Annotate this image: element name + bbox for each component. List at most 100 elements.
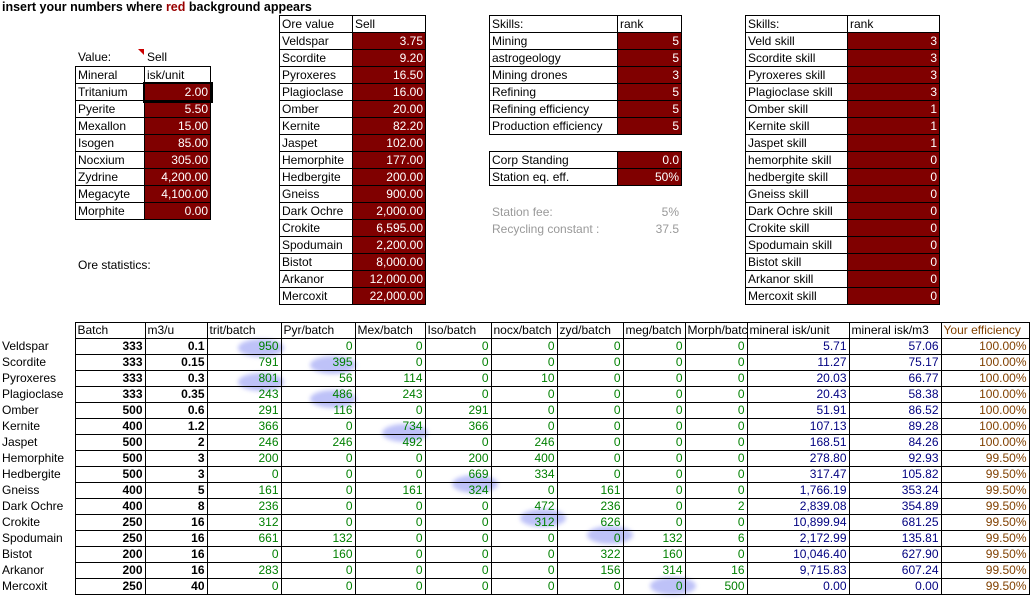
megacyte-per-batch: 0 bbox=[622, 450, 686, 467]
ore-name: Scordite bbox=[2, 355, 47, 369]
mineral-name: Zydrine bbox=[75, 168, 145, 186]
ore-skill-rank-input[interactable]: 1 bbox=[847, 117, 940, 135]
table-row: Nocxium 305.00 bbox=[75, 151, 211, 169]
mineral-isk-per-m3: 627.90 bbox=[848, 546, 942, 563]
batch-size: 333 bbox=[74, 386, 146, 403]
skill-rank-input[interactable]: 5 bbox=[617, 83, 682, 101]
ore-skill-name: Veld skill bbox=[745, 32, 848, 50]
ore-skill-name: Arkanor skill bbox=[745, 270, 848, 288]
ore-price-input[interactable]: 6,595.00 bbox=[352, 219, 426, 237]
ore-skill-rank-input[interactable]: 3 bbox=[847, 83, 940, 101]
mineral-price-input[interactable]: 4,100.00 bbox=[144, 185, 211, 203]
ore-name: Pyroxeres bbox=[2, 371, 57, 385]
isogen-per-batch: 0 bbox=[424, 354, 492, 371]
table-row: Hedbergite 500 3 0 0 0 669 334 0 0 0 317.47 105.82 99… bbox=[0, 466, 1030, 483]
ore-price-input[interactable]: 8,000.00 bbox=[352, 253, 426, 271]
ore-price-input[interactable]: 200.00 bbox=[352, 168, 426, 186]
efficiency: 99.50% bbox=[940, 466, 1030, 483]
ore-skill-rank-input[interactable]: 0 bbox=[847, 219, 940, 237]
standing-value-input[interactable]: 50% bbox=[617, 168, 682, 186]
standing-value-input[interactable]: 0.0 bbox=[617, 151, 682, 169]
ore-skill-rank-input[interactable]: 0 bbox=[847, 236, 940, 254]
skill-rank-input[interactable]: 5 bbox=[617, 32, 682, 50]
ore-skill-rank-input[interactable]: 0 bbox=[847, 168, 940, 186]
ore-price-input[interactable]: 9.20 bbox=[352, 49, 426, 67]
ore-price-input[interactable]: 20.00 bbox=[352, 100, 426, 118]
table-row: Arkanor 12,000.00 bbox=[279, 270, 426, 288]
zydrine-per-batch: 161 bbox=[556, 482, 624, 499]
zydrine-per-batch: 0 bbox=[556, 354, 624, 371]
ore-price-input[interactable]: 3.75 bbox=[352, 32, 426, 50]
ore-skill-rank-input[interactable]: 0 bbox=[847, 287, 940, 305]
table-row: hedbergite skill 0 bbox=[745, 168, 940, 186]
table-row: Kernite skill 1 bbox=[745, 117, 940, 135]
ore-price-input[interactable]: 2,000.00 bbox=[352, 202, 426, 220]
ore-price-input[interactable]: 2,200.00 bbox=[352, 236, 426, 254]
ore-skill-rank-input[interactable]: 0 bbox=[847, 270, 940, 288]
zydrine-per-batch: 626 bbox=[556, 514, 624, 531]
mineral-price-input[interactable]: 5.50 bbox=[144, 100, 211, 118]
mineral-name: Mexallon bbox=[75, 117, 145, 135]
table-row: Tritanium 2.00 bbox=[75, 81, 213, 103]
ore-skill-rank-input[interactable]: 0 bbox=[847, 202, 940, 220]
ore-skill-rank-input[interactable]: 1 bbox=[847, 100, 940, 118]
mineral-isk-per-m3: 607.24 bbox=[848, 562, 942, 579]
column-header: Iso/batch bbox=[424, 322, 492, 339]
column-header: Mex/batch bbox=[354, 322, 426, 339]
mineral-price-input[interactable]: 15.00 bbox=[144, 117, 211, 135]
skill-name: Production efficiency bbox=[489, 117, 618, 135]
ore-name: Bistot bbox=[2, 547, 33, 561]
mineral-price-input[interactable]: 4,200.00 bbox=[144, 168, 211, 186]
mineral-price-input[interactable]: 2.00 bbox=[142, 81, 213, 103]
ore-skill-rank-input[interactable]: 0 bbox=[847, 185, 940, 203]
mexallon-per-batch: 114 bbox=[354, 370, 426, 387]
pyerite-per-batch: 0 bbox=[280, 562, 356, 579]
ore-name: Plagioclase bbox=[2, 387, 64, 401]
ore-price-input[interactable]: 16.50 bbox=[352, 66, 426, 84]
morphite-per-batch: 500 bbox=[684, 578, 748, 595]
isogen-per-batch: 0 bbox=[424, 546, 492, 563]
ore-price-input[interactable]: 12,000.00 bbox=[352, 270, 426, 288]
ore-skill-rank-input[interactable]: 3 bbox=[847, 32, 940, 50]
ore-skill-rank-input[interactable]: 0 bbox=[847, 253, 940, 271]
mineral-isk-per-unit: 5.71 bbox=[746, 338, 850, 355]
ore-name: Bistot bbox=[279, 253, 353, 271]
ore-skill-rank-input[interactable]: 0 bbox=[847, 151, 940, 169]
skill-rank-input[interactable]: 3 bbox=[617, 66, 682, 84]
ore-skill-rank-input[interactable]: 3 bbox=[847, 66, 940, 84]
ore-price-input[interactable]: 22,000.00 bbox=[352, 287, 426, 305]
morphite-per-batch: 0 bbox=[684, 338, 748, 355]
ore-skill-name: Mercoxit skill bbox=[745, 287, 848, 305]
table-row: Mercoxit skill 0 bbox=[745, 287, 940, 305]
station-fee-value: 5% bbox=[661, 205, 679, 219]
volume-per-unit: 0.1 bbox=[144, 338, 208, 355]
mineral-price-input[interactable]: 85.00 bbox=[144, 134, 211, 152]
megacyte-per-batch: 160 bbox=[622, 546, 686, 563]
ore-price-input[interactable]: 82.20 bbox=[352, 117, 426, 135]
isogen-per-batch: 0 bbox=[424, 338, 492, 355]
mexallon-per-batch: 161 bbox=[354, 482, 426, 499]
mexallon-per-batch: 0 bbox=[354, 338, 426, 355]
ore-price-input[interactable]: 900.00 bbox=[352, 185, 426, 203]
column-header: Ore value bbox=[279, 15, 353, 33]
megacyte-per-batch: 0 bbox=[622, 466, 686, 483]
ore-name: Omber bbox=[2, 403, 39, 417]
ore-skill-rank-input[interactable]: 3 bbox=[847, 49, 940, 67]
ore-price-input[interactable]: 16.00 bbox=[352, 83, 426, 101]
morphite-per-batch: 2 bbox=[684, 498, 748, 515]
efficiency: 100.00% bbox=[940, 354, 1030, 371]
mineral-price-input[interactable]: 305.00 bbox=[144, 151, 211, 169]
mineral-price-input[interactable]: 0.00 bbox=[144, 202, 211, 220]
skill-rank-input[interactable]: 5 bbox=[617, 117, 682, 135]
table-row: Kernite 82.20 bbox=[279, 117, 426, 135]
ore-price-input[interactable]: 177.00 bbox=[352, 151, 426, 169]
column-header: Batch bbox=[74, 322, 146, 339]
skill-rank-input[interactable]: 5 bbox=[617, 49, 682, 67]
station-fee-label: Station fee: bbox=[492, 205, 553, 219]
batch-size: 400 bbox=[74, 418, 146, 435]
skill-rank-input[interactable]: 5 bbox=[617, 100, 682, 118]
table-row: Mexallon 15.00 bbox=[75, 117, 211, 135]
tritanium-per-batch: 291 bbox=[206, 402, 282, 419]
ore-skill-rank-input[interactable]: 1 bbox=[847, 134, 940, 152]
ore-price-input[interactable]: 102.00 bbox=[352, 134, 426, 152]
